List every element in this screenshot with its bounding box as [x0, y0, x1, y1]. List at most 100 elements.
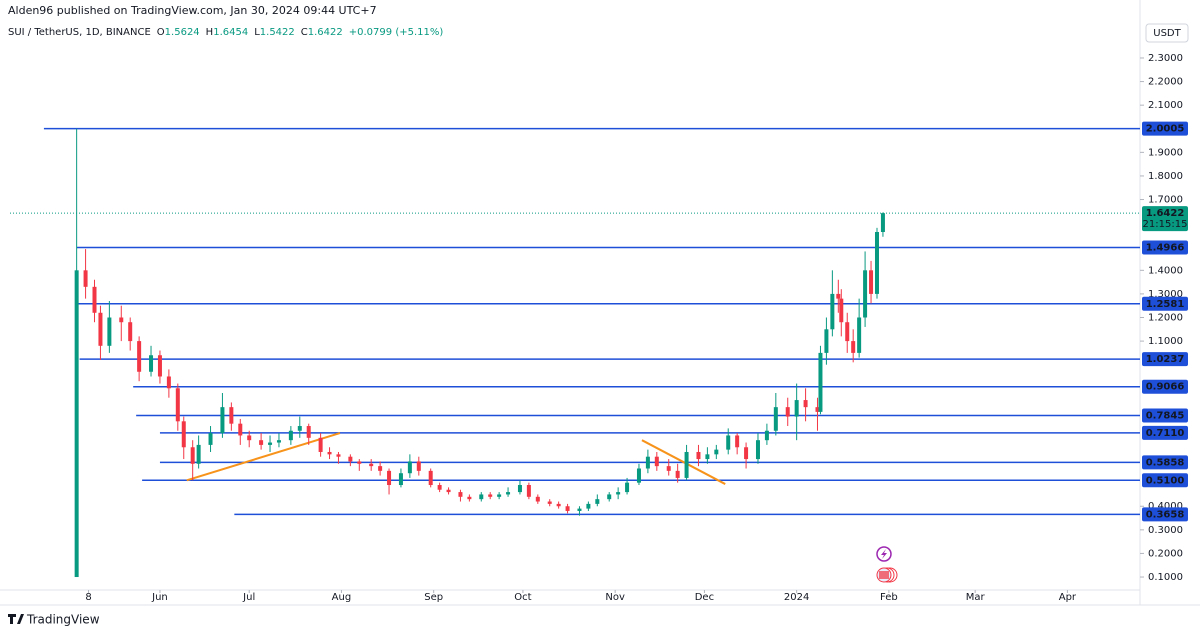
- ohlc-value: 1.6422: [308, 27, 343, 38]
- y-tick-label: 2.1000: [1148, 100, 1183, 111]
- level-price-box: [1142, 121, 1188, 136]
- candle-body: [857, 317, 862, 353]
- candle-body: [387, 470, 392, 486]
- x-tick-label: Jul: [242, 592, 255, 603]
- candle-body: [137, 341, 142, 372]
- candle-body: [586, 503, 591, 509]
- candle-body: [83, 270, 88, 287]
- y-tick-label: 1.1000: [1148, 336, 1183, 347]
- candle-body: [357, 461, 362, 464]
- candle-body: [845, 322, 850, 342]
- candle-body: [318, 437, 323, 452]
- candle-body: [666, 466, 671, 471]
- candle-body: [577, 508, 582, 511]
- x-tick-label: Apr: [1059, 592, 1077, 603]
- candle-body: [625, 482, 630, 493]
- candle-body: [705, 454, 710, 460]
- y-tick-label: 0.4000: [1148, 501, 1183, 512]
- x-tick-label: 2024: [784, 592, 809, 603]
- level-price-box: [1142, 455, 1188, 470]
- event-icons: [876, 546, 898, 583]
- candle-body: [149, 355, 154, 372]
- flag: [879, 571, 889, 579]
- candle-body: [565, 506, 570, 511]
- candle-body: [851, 341, 856, 353]
- last-price-box: [1142, 206, 1188, 232]
- candle-body: [378, 466, 383, 471]
- brand: TradingView: [26, 613, 100, 627]
- candle-body: [268, 442, 273, 445]
- x-tick-label: Aug: [332, 592, 352, 603]
- y-tick-label: 1.4000: [1148, 265, 1183, 276]
- candle-body: [595, 499, 600, 504]
- candle-body: [74, 270, 79, 578]
- symbol-info: SUI / TetherUS, 1D, BINANCE O1.5624 H1.645…: [8, 27, 443, 38]
- candle-body: [220, 407, 225, 434]
- candle-body: [764, 430, 769, 441]
- candle-body: [556, 503, 561, 507]
- candle-body: [416, 461, 421, 471]
- last-price-label: 1.6422: [1146, 208, 1185, 219]
- countdown: 21:15:15: [1143, 219, 1188, 230]
- x-tick-label: Dec: [695, 592, 714, 603]
- y-tick-label: 1.9000: [1148, 147, 1183, 158]
- candle-body: [288, 430, 293, 441]
- candle-body: [446, 489, 451, 493]
- candle-body: [616, 492, 621, 495]
- y-tick-label: 2.3000: [1148, 53, 1183, 64]
- candle-body: [348, 456, 353, 462]
- level-price-box: [1142, 240, 1188, 255]
- level-price-label: 0.9066: [1146, 382, 1185, 393]
- x-tick-label: Sep: [424, 592, 443, 603]
- candle-body: [467, 496, 472, 500]
- y-tick-label: 0.3000: [1148, 525, 1183, 536]
- candle-body: [175, 388, 180, 422]
- level-price-box: [1142, 507, 1188, 522]
- ohlc-label: O: [157, 27, 165, 38]
- candle-body: [818, 352, 823, 412]
- candle-body: [196, 444, 201, 464]
- y-tick-label: 0.1000: [1148, 572, 1183, 583]
- candle-body: [696, 451, 701, 460]
- candle-body: [654, 456, 659, 467]
- y-tick-label: 1.3000: [1148, 289, 1183, 300]
- candle-body: [547, 501, 552, 504]
- candle-body: [636, 468, 641, 483]
- candle-body: [526, 485, 531, 497]
- candle-body: [714, 449, 719, 455]
- candle-body: [306, 426, 311, 438]
- level-price-label: 0.5858: [1146, 457, 1185, 468]
- candle-body: [815, 407, 820, 412]
- x-tick-label: Nov: [605, 592, 625, 603]
- candle-body: [437, 485, 442, 490]
- lightning: [881, 549, 887, 559]
- candle-body: [407, 461, 412, 474]
- candle-body: [863, 270, 868, 318]
- candle-body: [327, 451, 332, 455]
- candle-body: [755, 440, 760, 460]
- level-price-label: 1.2581: [1146, 299, 1185, 310]
- candle-body: [190, 447, 195, 464]
- y-tick-label: 1.7000: [1148, 195, 1183, 206]
- ohlc-value: 1.5422: [260, 27, 295, 38]
- logo-mark: [8, 614, 24, 624]
- candle-body: [208, 433, 213, 445]
- ohlc-value: 1.6454: [213, 27, 248, 38]
- candle-body: [92, 286, 97, 313]
- ohlc-label: C: [301, 27, 308, 38]
- candle-body: [773, 407, 778, 431]
- level-price-box: [1142, 296, 1188, 311]
- candle-body: [785, 407, 790, 417]
- level-price-box: [1142, 473, 1188, 488]
- x-tick-label: Feb: [880, 592, 898, 603]
- x-tick-label: Jun: [151, 592, 168, 603]
- currency-button[interactable]: [1145, 23, 1189, 43]
- candle-body: [497, 494, 502, 497]
- level-price-box: [1142, 425, 1188, 440]
- change: +0.0799 (+5.11%): [349, 27, 444, 38]
- candle-body: [428, 470, 433, 486]
- candle-body: [836, 293, 841, 299]
- symbol: SUI / TetherUS, 1D, BINANCE: [8, 27, 151, 38]
